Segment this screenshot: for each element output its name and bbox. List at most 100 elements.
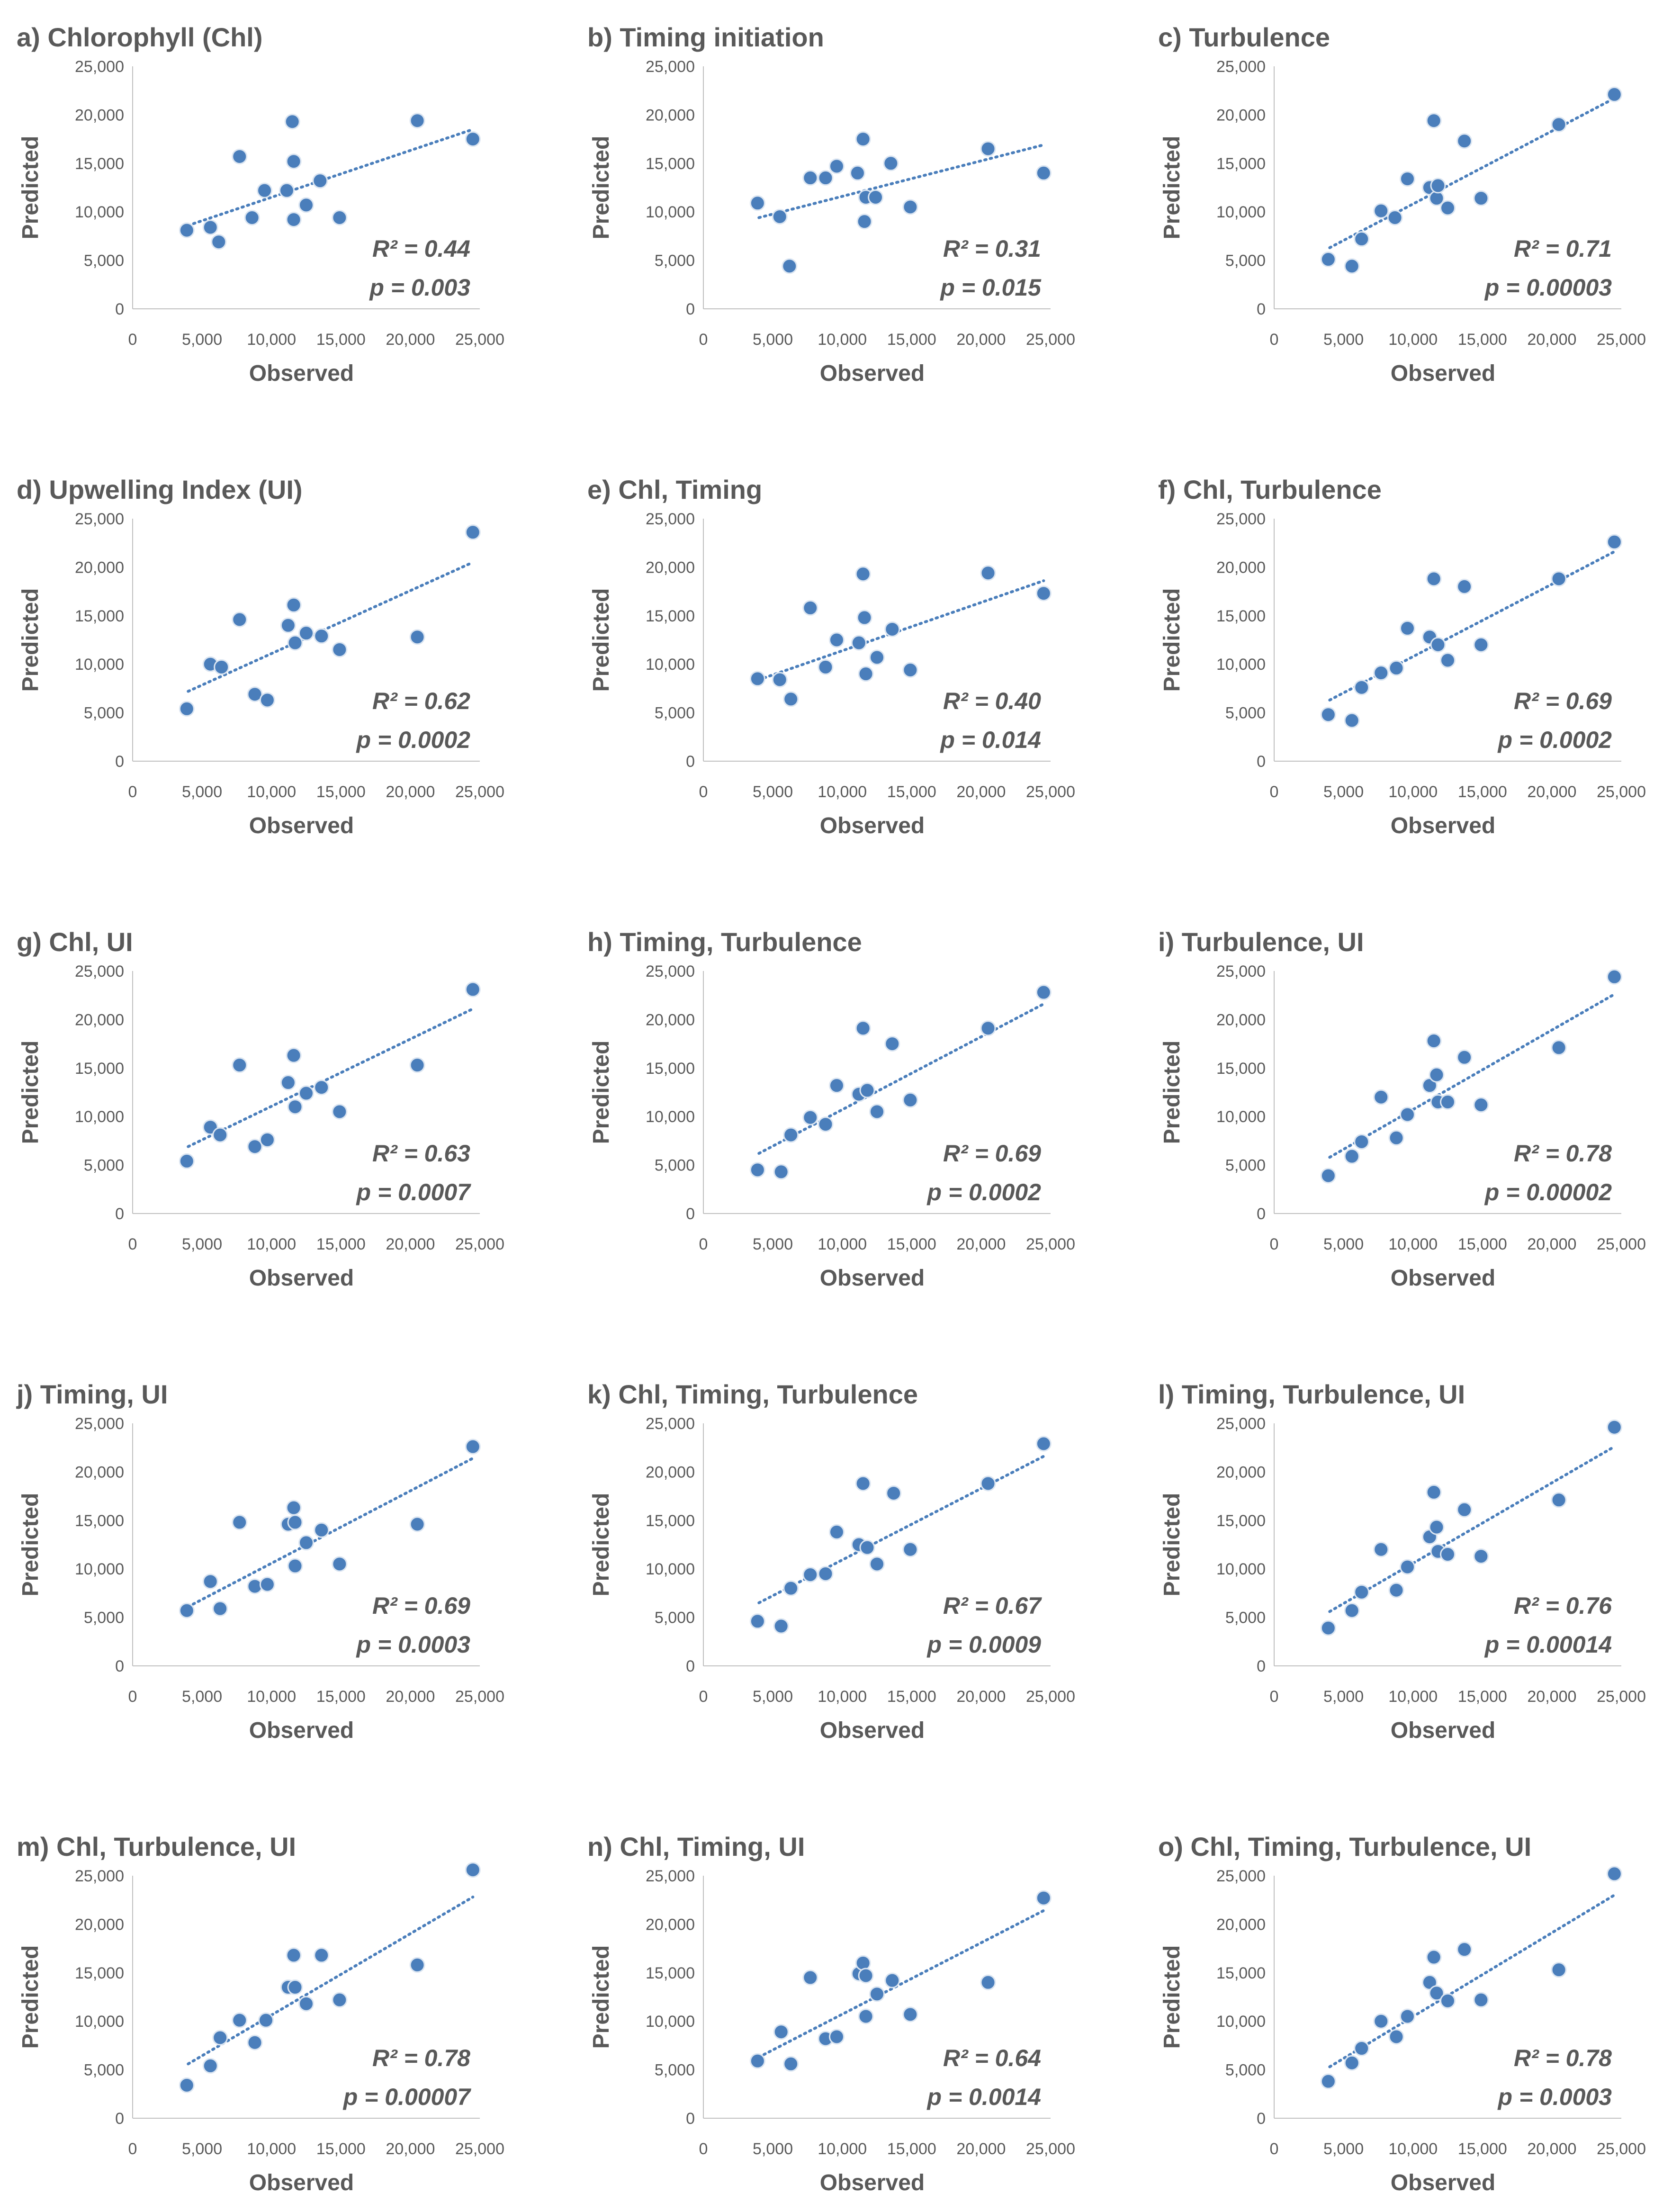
x-tick-label: 5,000 — [1323, 331, 1364, 349]
x-tick-label: 20,000 — [1527, 331, 1576, 349]
data-point — [1388, 660, 1404, 676]
y-tick-label: 10,000 — [646, 2013, 695, 2031]
x-tick-label: 5,000 — [753, 1235, 793, 1253]
x-tick-label: 15,000 — [1458, 331, 1507, 349]
x-tick-label: 20,000 — [386, 1235, 435, 1253]
y-axis-title: Predicted — [1160, 1493, 1185, 1597]
data-point — [1354, 231, 1370, 247]
y-tick-label: 10,000 — [75, 203, 124, 221]
x-tick-label: 15,000 — [1458, 1688, 1507, 1706]
x-tick-label: 25,000 — [1597, 2140, 1646, 2158]
chart-panel-a: a) Chlorophyll (Chl) 0 5,000 10,000 15,000 20… — [17, 22, 504, 386]
data-point — [1429, 1067, 1445, 1083]
x-tick-label: 5,000 — [1323, 1235, 1364, 1253]
p-value-label: p = 0.0007 — [356, 1179, 472, 1205]
x-axis-title: Observed — [1391, 813, 1495, 838]
x-tick-label: 20,000 — [1527, 1235, 1576, 1253]
data-point — [1551, 1040, 1567, 1056]
data-point — [1426, 571, 1442, 587]
y-axis-title: Predicted — [1160, 1945, 1185, 2049]
data-point — [244, 209, 260, 225]
data-point — [783, 1580, 799, 1596]
panel-title: i) Turbulence, UI — [1158, 927, 1364, 957]
data-point — [314, 1079, 330, 1096]
y-tick-label: 25,000 — [1216, 962, 1266, 980]
data-point — [828, 1524, 845, 1540]
data-point — [247, 686, 263, 702]
chart-panel-j: j) Timing, UI 0 5,000 10,000 15,000 20,000 25,… — [16, 1379, 504, 1743]
data-point — [1399, 2008, 1415, 2024]
y-tick-label: 25,000 — [1216, 510, 1266, 528]
data-point — [773, 2024, 789, 2040]
y-tick-label: 15,000 — [75, 1512, 124, 1530]
y-tick-label: 15,000 — [646, 1512, 695, 1530]
data-point — [212, 2030, 228, 2046]
data-point — [1473, 1548, 1489, 1565]
data-point — [212, 1601, 228, 1617]
x-tick-label: 20,000 — [956, 331, 1006, 349]
data-point — [886, 1485, 902, 1501]
y-tick-label: 5,000 — [1225, 252, 1266, 270]
x-tick-label: 0 — [699, 1235, 708, 1253]
x-tick-label: 20,000 — [1527, 2140, 1576, 2158]
x-axis-title: Observed — [1391, 2170, 1495, 2195]
x-tick-label: 5,000 — [753, 331, 793, 349]
y-tick-label: 20,000 — [75, 1915, 124, 1933]
data-point — [280, 617, 296, 633]
data-point — [902, 2006, 918, 2023]
x-axis-title: Observed — [820, 1266, 925, 1291]
x-tick-label: 10,000 — [247, 2140, 296, 2158]
y-tick-label: 15,000 — [646, 1964, 695, 1982]
panel-title: d) Upwelling Index (UI) — [17, 475, 303, 504]
r-squared-label: R² = 0.78 — [372, 2045, 470, 2071]
data-point — [858, 1968, 874, 1984]
data-point — [1429, 1985, 1445, 2001]
data-point — [802, 1566, 818, 1583]
x-tick-label: 0 — [1270, 331, 1279, 349]
y-tick-label: 10,000 — [1216, 203, 1266, 221]
data-point — [179, 2077, 195, 2093]
x-tick-label: 10,000 — [247, 1688, 296, 1706]
y-tick-label: 10,000 — [75, 1108, 124, 1126]
x-tick-label: 15,000 — [887, 331, 936, 349]
data-point — [1473, 1992, 1489, 2008]
y-tick-label: 5,000 — [84, 1157, 124, 1175]
data-point — [749, 1162, 765, 1178]
data-point — [232, 1057, 248, 1073]
data-point — [1426, 1484, 1442, 1500]
x-tick-label: 0 — [1270, 1688, 1279, 1706]
data-point — [1606, 534, 1622, 550]
y-tick-label: 20,000 — [646, 1463, 695, 1481]
y-tick-label: 10,000 — [75, 1560, 124, 1578]
y-tick-label: 5,000 — [1225, 1157, 1266, 1175]
y-tick-label: 20,000 — [1216, 558, 1266, 576]
data-point — [1387, 209, 1403, 225]
x-tick-label: 15,000 — [316, 331, 366, 349]
p-value-label: p = 0.0002 — [356, 727, 471, 753]
x-axis-title: Observed — [1391, 1718, 1495, 1743]
data-point — [980, 1475, 996, 1492]
y-tick-label: 5,000 — [655, 252, 695, 270]
data-point — [1320, 252, 1336, 268]
y-tick-label: 20,000 — [646, 1011, 695, 1029]
p-value-label: p = 0.015 — [939, 274, 1042, 301]
data-point — [298, 1535, 314, 1551]
y-tick-label: 10,000 — [1216, 1108, 1266, 1126]
chart-panel-h: h) Timing, Turbulence 0 5,000 10,000 15,000 2… — [587, 927, 1075, 1291]
data-point — [1456, 578, 1473, 594]
data-point — [869, 1104, 885, 1120]
x-tick-label: 20,000 — [956, 2140, 1006, 2158]
data-point — [1388, 2029, 1404, 2045]
data-point — [1473, 637, 1489, 653]
trend-line — [187, 1896, 475, 2066]
x-tick-label: 25,000 — [455, 1235, 504, 1253]
y-tick-label: 5,000 — [84, 704, 124, 722]
panel-title: g) Chl, UI — [17, 927, 133, 957]
data-point — [884, 1036, 900, 1052]
data-point — [314, 1522, 330, 1538]
data-point — [1388, 1130, 1404, 1146]
data-point — [247, 2034, 263, 2050]
y-axis-title: Predicted — [18, 1493, 43, 1597]
y-tick-label: 0 — [115, 753, 124, 771]
r-squared-label: R² = 0.64 — [943, 2045, 1041, 2071]
